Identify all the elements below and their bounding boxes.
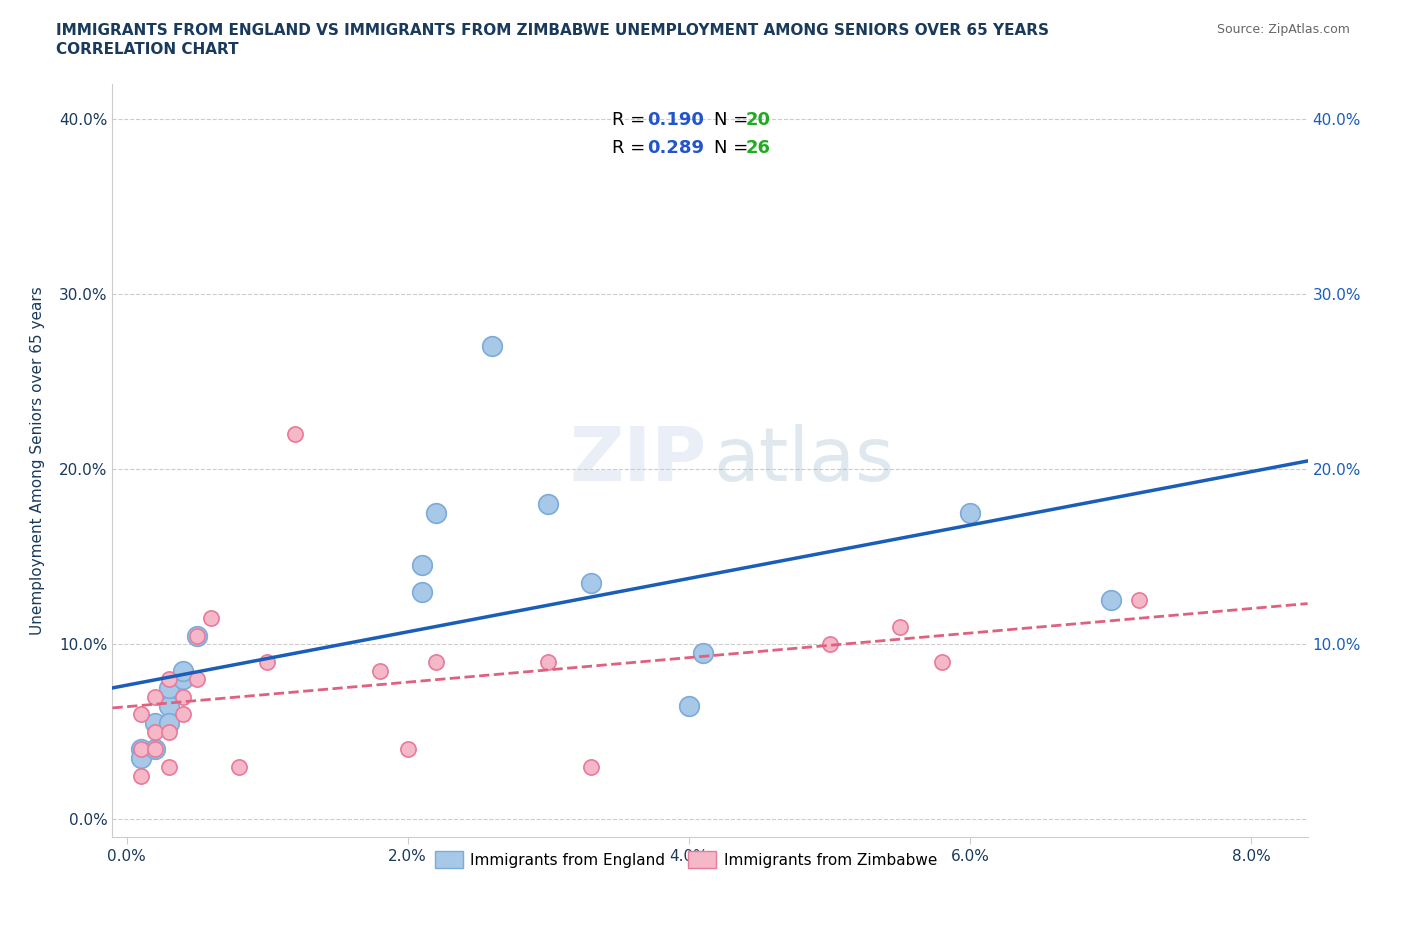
Point bbox=[172, 671, 194, 686]
Point bbox=[172, 689, 194, 704]
Point bbox=[228, 760, 250, 775]
Text: atlas: atlas bbox=[714, 424, 894, 497]
Point bbox=[172, 707, 194, 722]
Point bbox=[129, 707, 152, 722]
Point bbox=[143, 742, 166, 757]
Text: R =: R = bbox=[612, 139, 651, 157]
Point bbox=[537, 655, 560, 670]
Y-axis label: Unemployment Among Seniors over 65 years: Unemployment Among Seniors over 65 years bbox=[31, 286, 45, 634]
Point bbox=[129, 742, 152, 757]
Text: 0.289: 0.289 bbox=[647, 139, 703, 157]
Point bbox=[157, 760, 180, 775]
Point bbox=[143, 689, 166, 704]
Point bbox=[678, 698, 700, 713]
Point bbox=[157, 724, 180, 739]
Point bbox=[1128, 593, 1150, 608]
Text: 20: 20 bbox=[747, 111, 770, 129]
Text: IMMIGRANTS FROM ENGLAND VS IMMIGRANTS FROM ZIMBABWE UNEMPLOYMENT AMONG SENIORS O: IMMIGRANTS FROM ENGLAND VS IMMIGRANTS FR… bbox=[56, 23, 1049, 38]
Point bbox=[186, 671, 208, 686]
Point bbox=[157, 671, 180, 686]
Point bbox=[186, 628, 208, 643]
Point bbox=[1099, 593, 1122, 608]
Point bbox=[481, 339, 503, 354]
Point bbox=[959, 506, 981, 521]
Point bbox=[579, 760, 602, 775]
Point bbox=[425, 655, 447, 670]
Point bbox=[368, 663, 391, 678]
Point bbox=[425, 506, 447, 521]
Point bbox=[889, 619, 911, 634]
Point bbox=[157, 716, 180, 731]
Point bbox=[256, 655, 278, 670]
Text: N =: N = bbox=[714, 139, 754, 157]
Point bbox=[411, 558, 433, 573]
Point bbox=[129, 751, 152, 765]
Point bbox=[143, 742, 166, 757]
Point bbox=[143, 724, 166, 739]
Text: N =: N = bbox=[714, 111, 754, 129]
Point bbox=[692, 645, 714, 660]
Text: 26: 26 bbox=[747, 139, 770, 157]
Text: CORRELATION CHART: CORRELATION CHART bbox=[56, 42, 239, 57]
Point bbox=[537, 497, 560, 512]
Text: Source: ZipAtlas.com: Source: ZipAtlas.com bbox=[1216, 23, 1350, 36]
Point bbox=[157, 681, 180, 696]
Point bbox=[172, 663, 194, 678]
Text: R =: R = bbox=[612, 111, 651, 129]
Point bbox=[411, 584, 433, 599]
Point bbox=[129, 768, 152, 783]
Point bbox=[579, 576, 602, 591]
Point bbox=[129, 742, 152, 757]
Point bbox=[818, 637, 841, 652]
Point bbox=[931, 655, 953, 670]
Point bbox=[396, 742, 419, 757]
Point bbox=[157, 698, 180, 713]
Legend: Immigrants from England, Immigrants from Zimbabwe: Immigrants from England, Immigrants from… bbox=[429, 844, 943, 874]
Point bbox=[284, 427, 307, 442]
Text: 0.190: 0.190 bbox=[647, 111, 703, 129]
Point bbox=[200, 611, 222, 626]
Point bbox=[186, 628, 208, 643]
Point bbox=[143, 716, 166, 731]
Text: ZIP: ZIP bbox=[569, 424, 706, 497]
